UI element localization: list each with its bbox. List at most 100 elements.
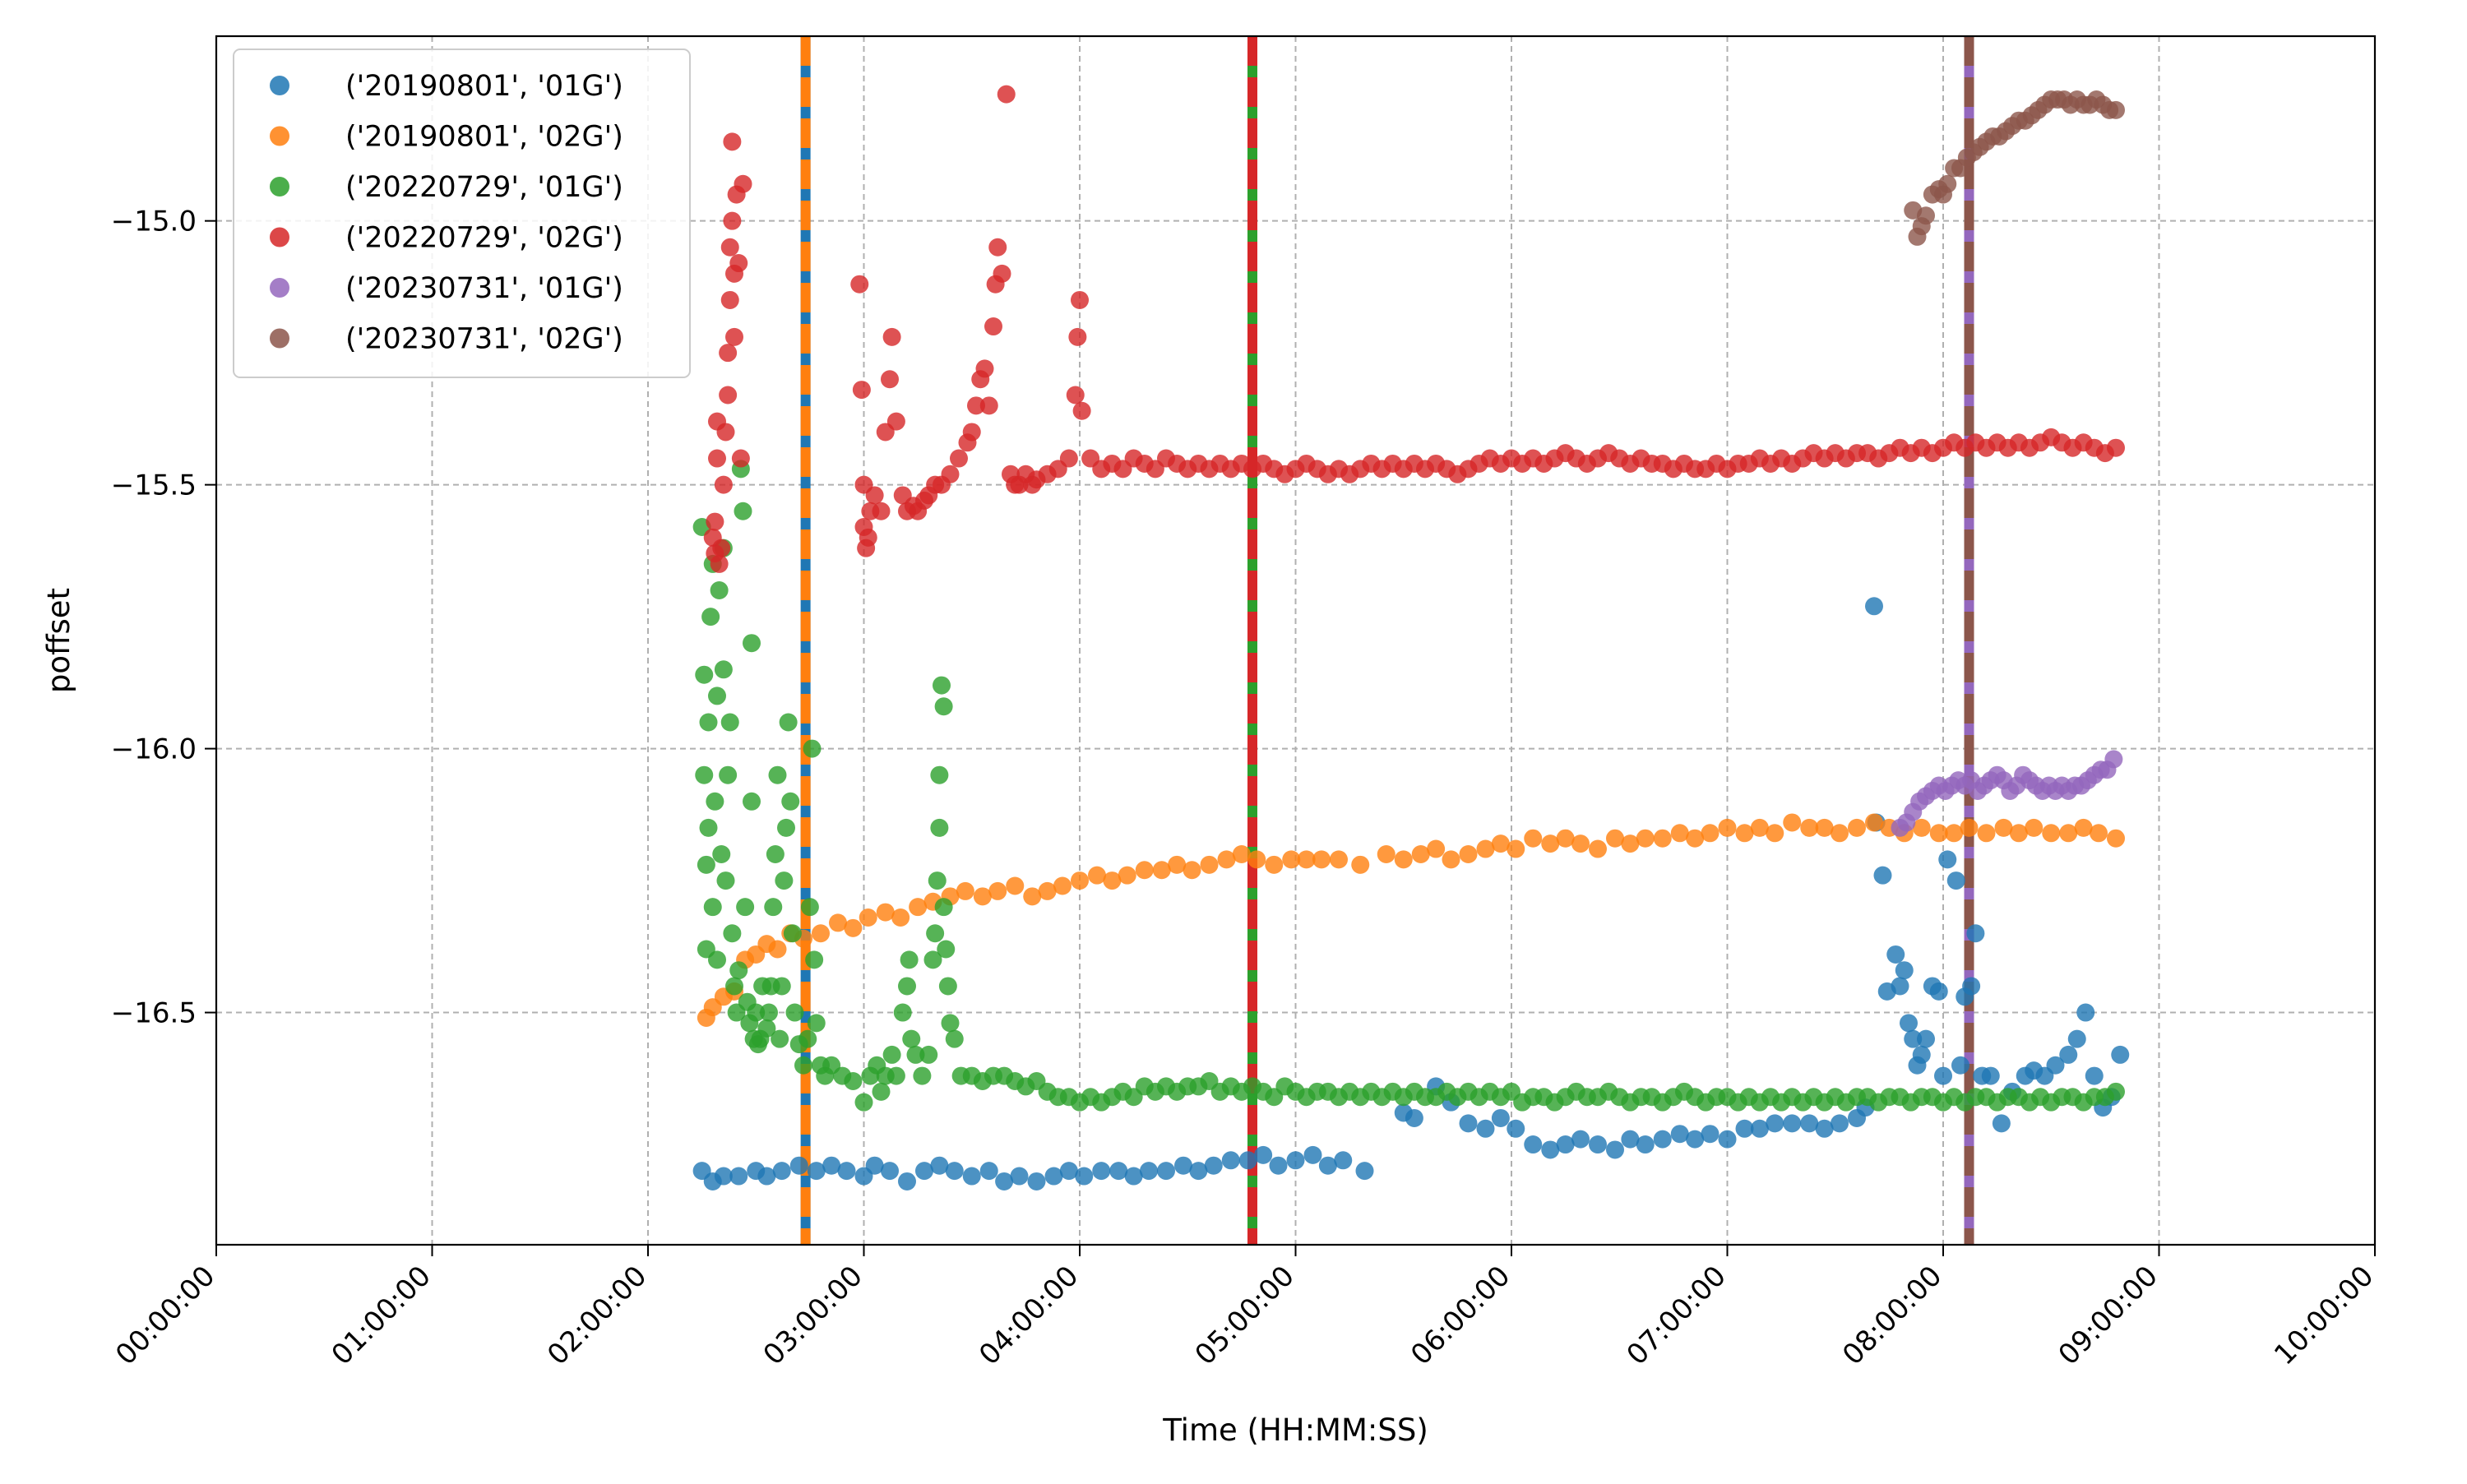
data-point xyxy=(1874,867,1892,885)
data-point xyxy=(1766,824,1784,842)
data-point xyxy=(1636,1135,1655,1153)
data-point xyxy=(1405,1109,1423,1127)
data-point xyxy=(997,86,1016,104)
data-point xyxy=(1071,291,1089,309)
data-point xyxy=(1060,450,1078,468)
data-point xyxy=(780,713,798,731)
data-point xyxy=(766,845,785,863)
data-point xyxy=(1783,813,1801,831)
legend-marker xyxy=(270,278,289,298)
data-point xyxy=(1157,1162,1175,1180)
data-point xyxy=(695,766,713,784)
data-point xyxy=(1982,1067,2000,1085)
data-point xyxy=(926,924,944,942)
data-point xyxy=(2107,439,2125,457)
data-point xyxy=(794,1056,812,1075)
data-point xyxy=(1962,977,1980,995)
data-point xyxy=(937,941,955,959)
data-point xyxy=(872,1083,891,1101)
data-point xyxy=(1524,830,1542,848)
data-point xyxy=(790,1157,808,1175)
data-point xyxy=(1917,206,1935,224)
data-point xyxy=(695,666,713,684)
data-point xyxy=(2025,819,2043,837)
x-tick-label: 10:00:00 xyxy=(2268,1260,2380,1371)
data-point xyxy=(902,1030,920,1048)
data-point xyxy=(773,977,791,995)
data-point xyxy=(1201,856,1219,874)
data-point xyxy=(1395,850,1413,868)
data-point xyxy=(1183,861,1201,879)
data-point xyxy=(715,476,733,494)
data-point xyxy=(859,529,877,547)
x-tick-label: 07:00:00 xyxy=(1621,1260,1733,1371)
data-point xyxy=(712,845,730,863)
data-point xyxy=(942,1014,960,1032)
data-point xyxy=(1068,328,1086,346)
data-point xyxy=(1701,824,1719,842)
data-point xyxy=(721,238,739,257)
data-point xyxy=(734,502,752,520)
data-point xyxy=(1930,982,1948,1001)
data-point xyxy=(928,871,947,890)
data-point xyxy=(1254,1146,1272,1164)
data-point xyxy=(976,359,994,377)
legend-marker xyxy=(270,177,289,196)
data-point xyxy=(708,450,726,468)
data-points-layer xyxy=(693,86,2130,1190)
data-point xyxy=(1891,977,1909,995)
data-point xyxy=(946,1030,964,1048)
data-point xyxy=(1270,1157,1288,1175)
data-point xyxy=(708,950,726,969)
x-tick-label: 00:00:00 xyxy=(109,1260,221,1371)
data-point xyxy=(1571,834,1590,853)
legend-label: ('20220729', '01G') xyxy=(345,171,623,204)
data-point xyxy=(743,634,761,652)
legend-label: ('20190801', '01G') xyxy=(345,70,623,103)
data-point xyxy=(712,539,730,557)
data-point xyxy=(1304,1146,1322,1164)
data-point xyxy=(1783,1114,1801,1132)
x-tick-label: 05:00:00 xyxy=(1189,1260,1301,1371)
data-point xyxy=(984,317,1002,335)
legend-label: ('20190801', '02G') xyxy=(345,121,623,154)
data-point xyxy=(700,713,718,731)
data-point xyxy=(1951,1056,1969,1075)
data-point xyxy=(723,212,741,230)
data-point xyxy=(798,1030,817,1048)
data-point xyxy=(1265,856,1283,874)
data-point xyxy=(1886,945,1905,964)
data-point xyxy=(734,175,752,193)
data-point xyxy=(1701,1125,1719,1143)
data-point xyxy=(697,856,715,874)
data-point xyxy=(891,908,910,927)
data-point xyxy=(1287,1151,1305,1169)
data-point xyxy=(701,608,720,626)
data-point xyxy=(988,882,1007,900)
data-point xyxy=(1589,1135,1607,1153)
legend: ('20190801', '01G') ('20190801', '02G') ('… xyxy=(234,49,690,377)
data-point xyxy=(1524,1135,1542,1153)
data-point xyxy=(866,486,884,504)
data-point xyxy=(1312,850,1331,868)
data-point xyxy=(710,581,729,599)
data-point xyxy=(1606,1140,1624,1158)
data-point xyxy=(913,1067,931,1085)
data-point xyxy=(717,423,735,441)
data-point xyxy=(1993,1114,2011,1132)
data-point xyxy=(838,1162,856,1180)
data-point xyxy=(803,740,822,758)
data-point xyxy=(1654,830,1672,848)
data-point xyxy=(1136,861,1154,879)
data-point xyxy=(784,924,802,942)
data-point xyxy=(729,961,748,979)
data-point xyxy=(935,697,953,715)
data-point xyxy=(1053,876,1072,895)
data-point xyxy=(855,1093,873,1112)
data-point xyxy=(1895,961,1914,979)
data-point xyxy=(2107,830,2125,848)
data-point xyxy=(743,793,761,811)
data-point xyxy=(1831,1114,1849,1132)
data-point xyxy=(719,344,737,362)
